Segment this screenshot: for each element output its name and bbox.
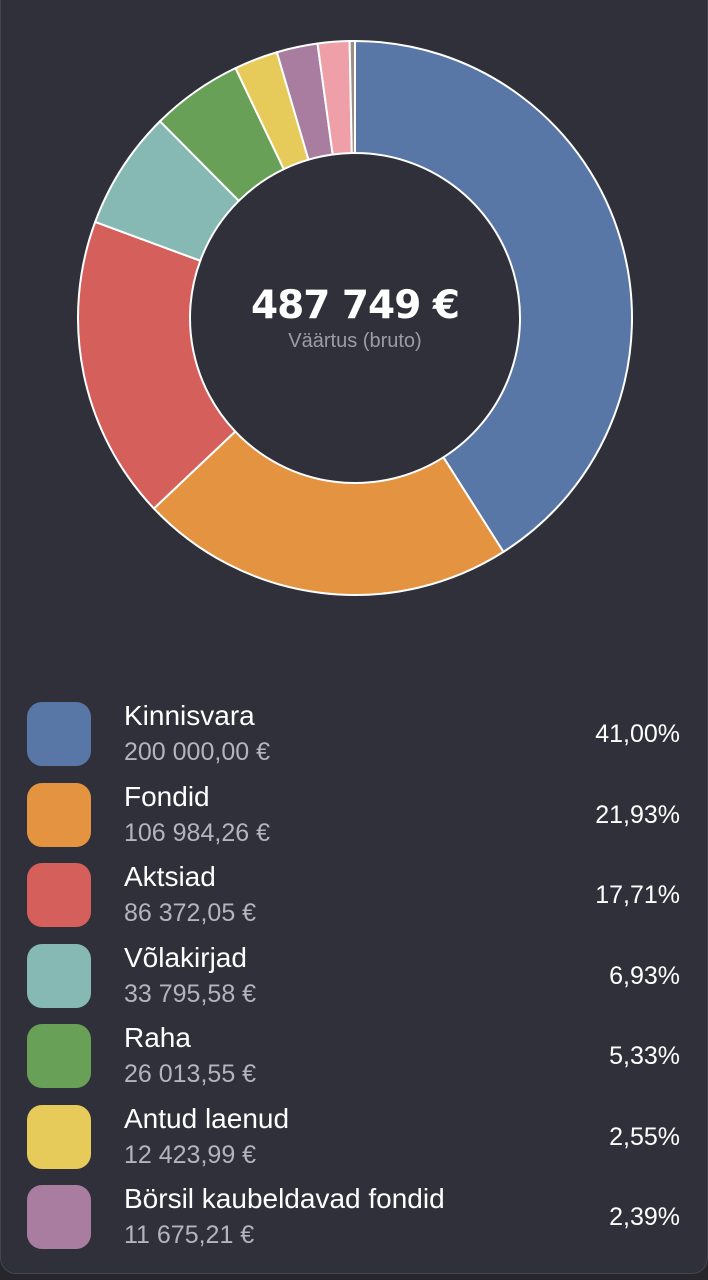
legend-name: Aktsiad [124, 861, 216, 892]
color-swatch [27, 943, 91, 1008]
legend-item[interactable]: Kinnisvara 200 000,00 € 41,00% [0, 700, 708, 781]
legend-item[interactable]: Fondid 106 984,26 € 21,93% [0, 781, 708, 862]
legend-percent: 21,93% [595, 800, 680, 829]
legend-name: Antud laenud [124, 1102, 290, 1134]
donut-slice-fondid[interactable] [152, 430, 505, 596]
total-value-label: Väärtus (bruto) [288, 330, 422, 352]
color-swatch [27, 1104, 91, 1169]
legend-name: Börsil kaubeldavad fondid [124, 1183, 445, 1214]
legend-item[interactable]: Antud laenud 12 423,99 € 2,55% [0, 1103, 708, 1184]
legend-amount: 106 984,26 € [124, 818, 270, 847]
legend-name: Võlakirjad [124, 941, 247, 973]
legend-item[interactable]: Võlakirjad 33 795,58 € 6,93% [0, 942, 708, 1023]
color-swatch [27, 782, 91, 847]
legend-amount: 12 423,99 € [124, 1140, 257, 1169]
color-swatch [27, 1185, 91, 1249]
legend-name: Fondid [124, 780, 210, 812]
donut-chart [77, 40, 633, 596]
color-swatch [27, 702, 91, 766]
legend-percent: 2,55% [609, 1122, 680, 1151]
legend-amount: 26 013,55 € [124, 1060, 257, 1088]
legend-amount: 86 372,05 € [124, 899, 257, 927]
total-value: 487 749 € [250, 283, 460, 328]
legend-percent: 2,39% [609, 1203, 680, 1231]
legend-item[interactable]: Raha 26 013,55 € 5,33% [0, 1022, 708, 1103]
legend-amount: 33 795,58 € [124, 979, 257, 1008]
legend-percent: 5,33% [609, 1042, 680, 1070]
legend-item[interactable]: Börsil kaubeldavad fondid 11 675,21 € 2,39… [0, 1183, 708, 1264]
donut-slice-other[interactable] [348, 40, 356, 155]
legend-amount: 200 000,00 € [124, 738, 270, 766]
donut-slice-aktsiad[interactable] [77, 220, 237, 510]
legend-percent: 41,00% [595, 720, 680, 748]
legend-name: Kinnisvara [124, 700, 255, 731]
legend-percent: 6,93% [609, 961, 680, 990]
legend-percent: 17,71% [595, 881, 680, 909]
legend-name: Raha [124, 1022, 191, 1053]
legend: Kinnisvara 200 000,00 € 41,00% Fondid 106 9… [0, 700, 708, 1264]
color-swatch [27, 863, 91, 927]
legend-amount: 11 675,21 € [124, 1221, 255, 1249]
donut-slice-kinnisvara[interactable] [354, 40, 633, 553]
color-swatch [27, 1024, 91, 1088]
legend-item[interactable]: Aktsiad 86 372,05 € 17,71% [0, 861, 708, 942]
